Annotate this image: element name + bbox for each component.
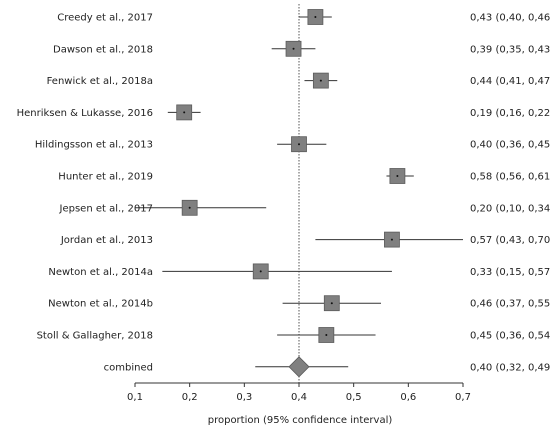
study-ci-text: 0,44 (0,41, 0,47) — [470, 76, 550, 87]
study-estimate-point — [188, 206, 191, 209]
study-label: Henriksen & Lukasse, 2016 — [17, 108, 153, 119]
study-ci-text: 0,20 (0,10, 0,34) — [470, 203, 550, 214]
study-estimate-point — [314, 16, 317, 18]
x-axis-tick-label: 0,3 — [236, 392, 252, 403]
study-ci-text: 0,57 (0,43, 0,70) — [470, 235, 550, 246]
combined-ci-text: 0,40 (0,32, 0,49) — [470, 362, 550, 373]
study-label-column: Creedy et al., 2017 Dawson et al., 2018 Fe… — [17, 13, 153, 374]
study-estimate-point — [330, 302, 333, 305]
x-axis-tick-label: 0,4 — [291, 392, 307, 403]
combined-label: combined — [104, 362, 153, 373]
ci-text-column: 0,43 (0,40, 0,46) 0,39 (0,35, 0,43) 0,44 (… — [470, 13, 550, 374]
study-estimate-point — [319, 79, 322, 82]
x-axis-tick-label: 0,2 — [182, 392, 198, 403]
study-estimate-point — [298, 143, 300, 146]
study-ci-text: 0,40 (0,36, 0,45) — [470, 140, 550, 151]
study-label: Newton et al., 2014b — [48, 299, 153, 310]
study-estimate-point — [292, 47, 295, 50]
x-axis-tick-label: 0,6 — [400, 392, 416, 403]
study-label: Hildingsson et al., 2013 — [35, 140, 153, 151]
study-ci-text: 0,33 (0,15, 0,57) — [470, 267, 550, 278]
study-label: Jepsen et al., 2017 — [59, 203, 153, 214]
study-label: Hunter et al., 2019 — [58, 172, 153, 183]
study-label: Newton et al., 2014a — [48, 267, 153, 278]
x-axis: 0,1 0,2 0,3 0,4 0,5 0,6 0,7 — [127, 382, 471, 403]
study-ci-text: 0,43 (0,40, 0,46) — [470, 13, 550, 24]
study-ci-text: 0,45 (0,36, 0,54) — [470, 331, 550, 342]
study-label: Fenwick et al., 2018a — [47, 76, 153, 87]
study-estimate-point — [259, 270, 262, 273]
combined-diamond-marker — [288, 356, 310, 378]
study-label: Stoll & Gallagher, 2018 — [37, 331, 153, 342]
study-ci-text: 0,39 (0,35, 0,43) — [470, 44, 550, 55]
x-axis-tick-label: 0,5 — [346, 392, 362, 403]
study-estimate-point — [183, 111, 186, 114]
study-estimate-point — [396, 175, 399, 177]
study-label: Jordan et al., 2013 — [60, 235, 153, 246]
study-ci-text: 0,58 (0,56, 0,61) — [470, 172, 550, 183]
study-label: Creedy et al., 2017 — [57, 13, 153, 24]
study-label: Dawson et al., 2018 — [53, 44, 153, 55]
study-estimate-point — [325, 334, 328, 336]
estimate-marker-layer — [176, 9, 406, 378]
study-estimate-point — [390, 238, 393, 241]
x-axis-title: proportion (95% confidence interval) — [208, 415, 393, 426]
x-axis-tick-label: 0,1 — [127, 392, 143, 403]
x-axis-tick-label: 0,7 — [455, 392, 471, 403]
study-ci-text: 0,19 (0,16, 0,22) — [470, 108, 550, 119]
study-ci-text: 0,46 (0,37, 0,55) — [470, 299, 550, 310]
